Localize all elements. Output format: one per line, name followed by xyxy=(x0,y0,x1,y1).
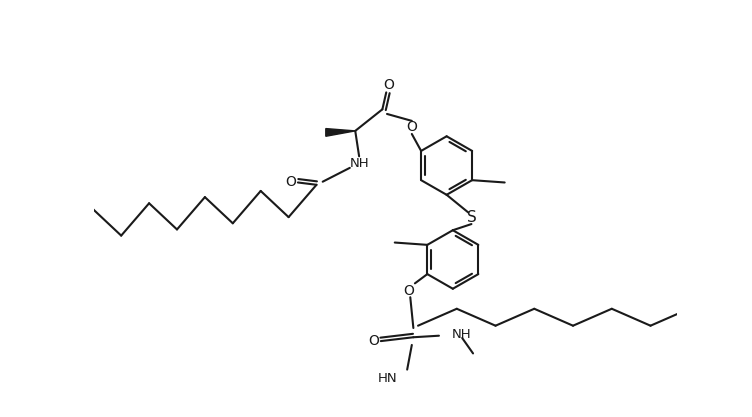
Text: S: S xyxy=(466,211,476,226)
Text: O: O xyxy=(383,78,394,92)
Text: NH: NH xyxy=(451,329,471,342)
Text: O: O xyxy=(403,284,414,298)
Polygon shape xyxy=(326,128,355,136)
Text: O: O xyxy=(406,120,417,134)
Text: O: O xyxy=(368,334,379,348)
Text: O: O xyxy=(286,176,296,189)
Text: HN: HN xyxy=(378,372,398,385)
Text: NH: NH xyxy=(350,157,369,170)
